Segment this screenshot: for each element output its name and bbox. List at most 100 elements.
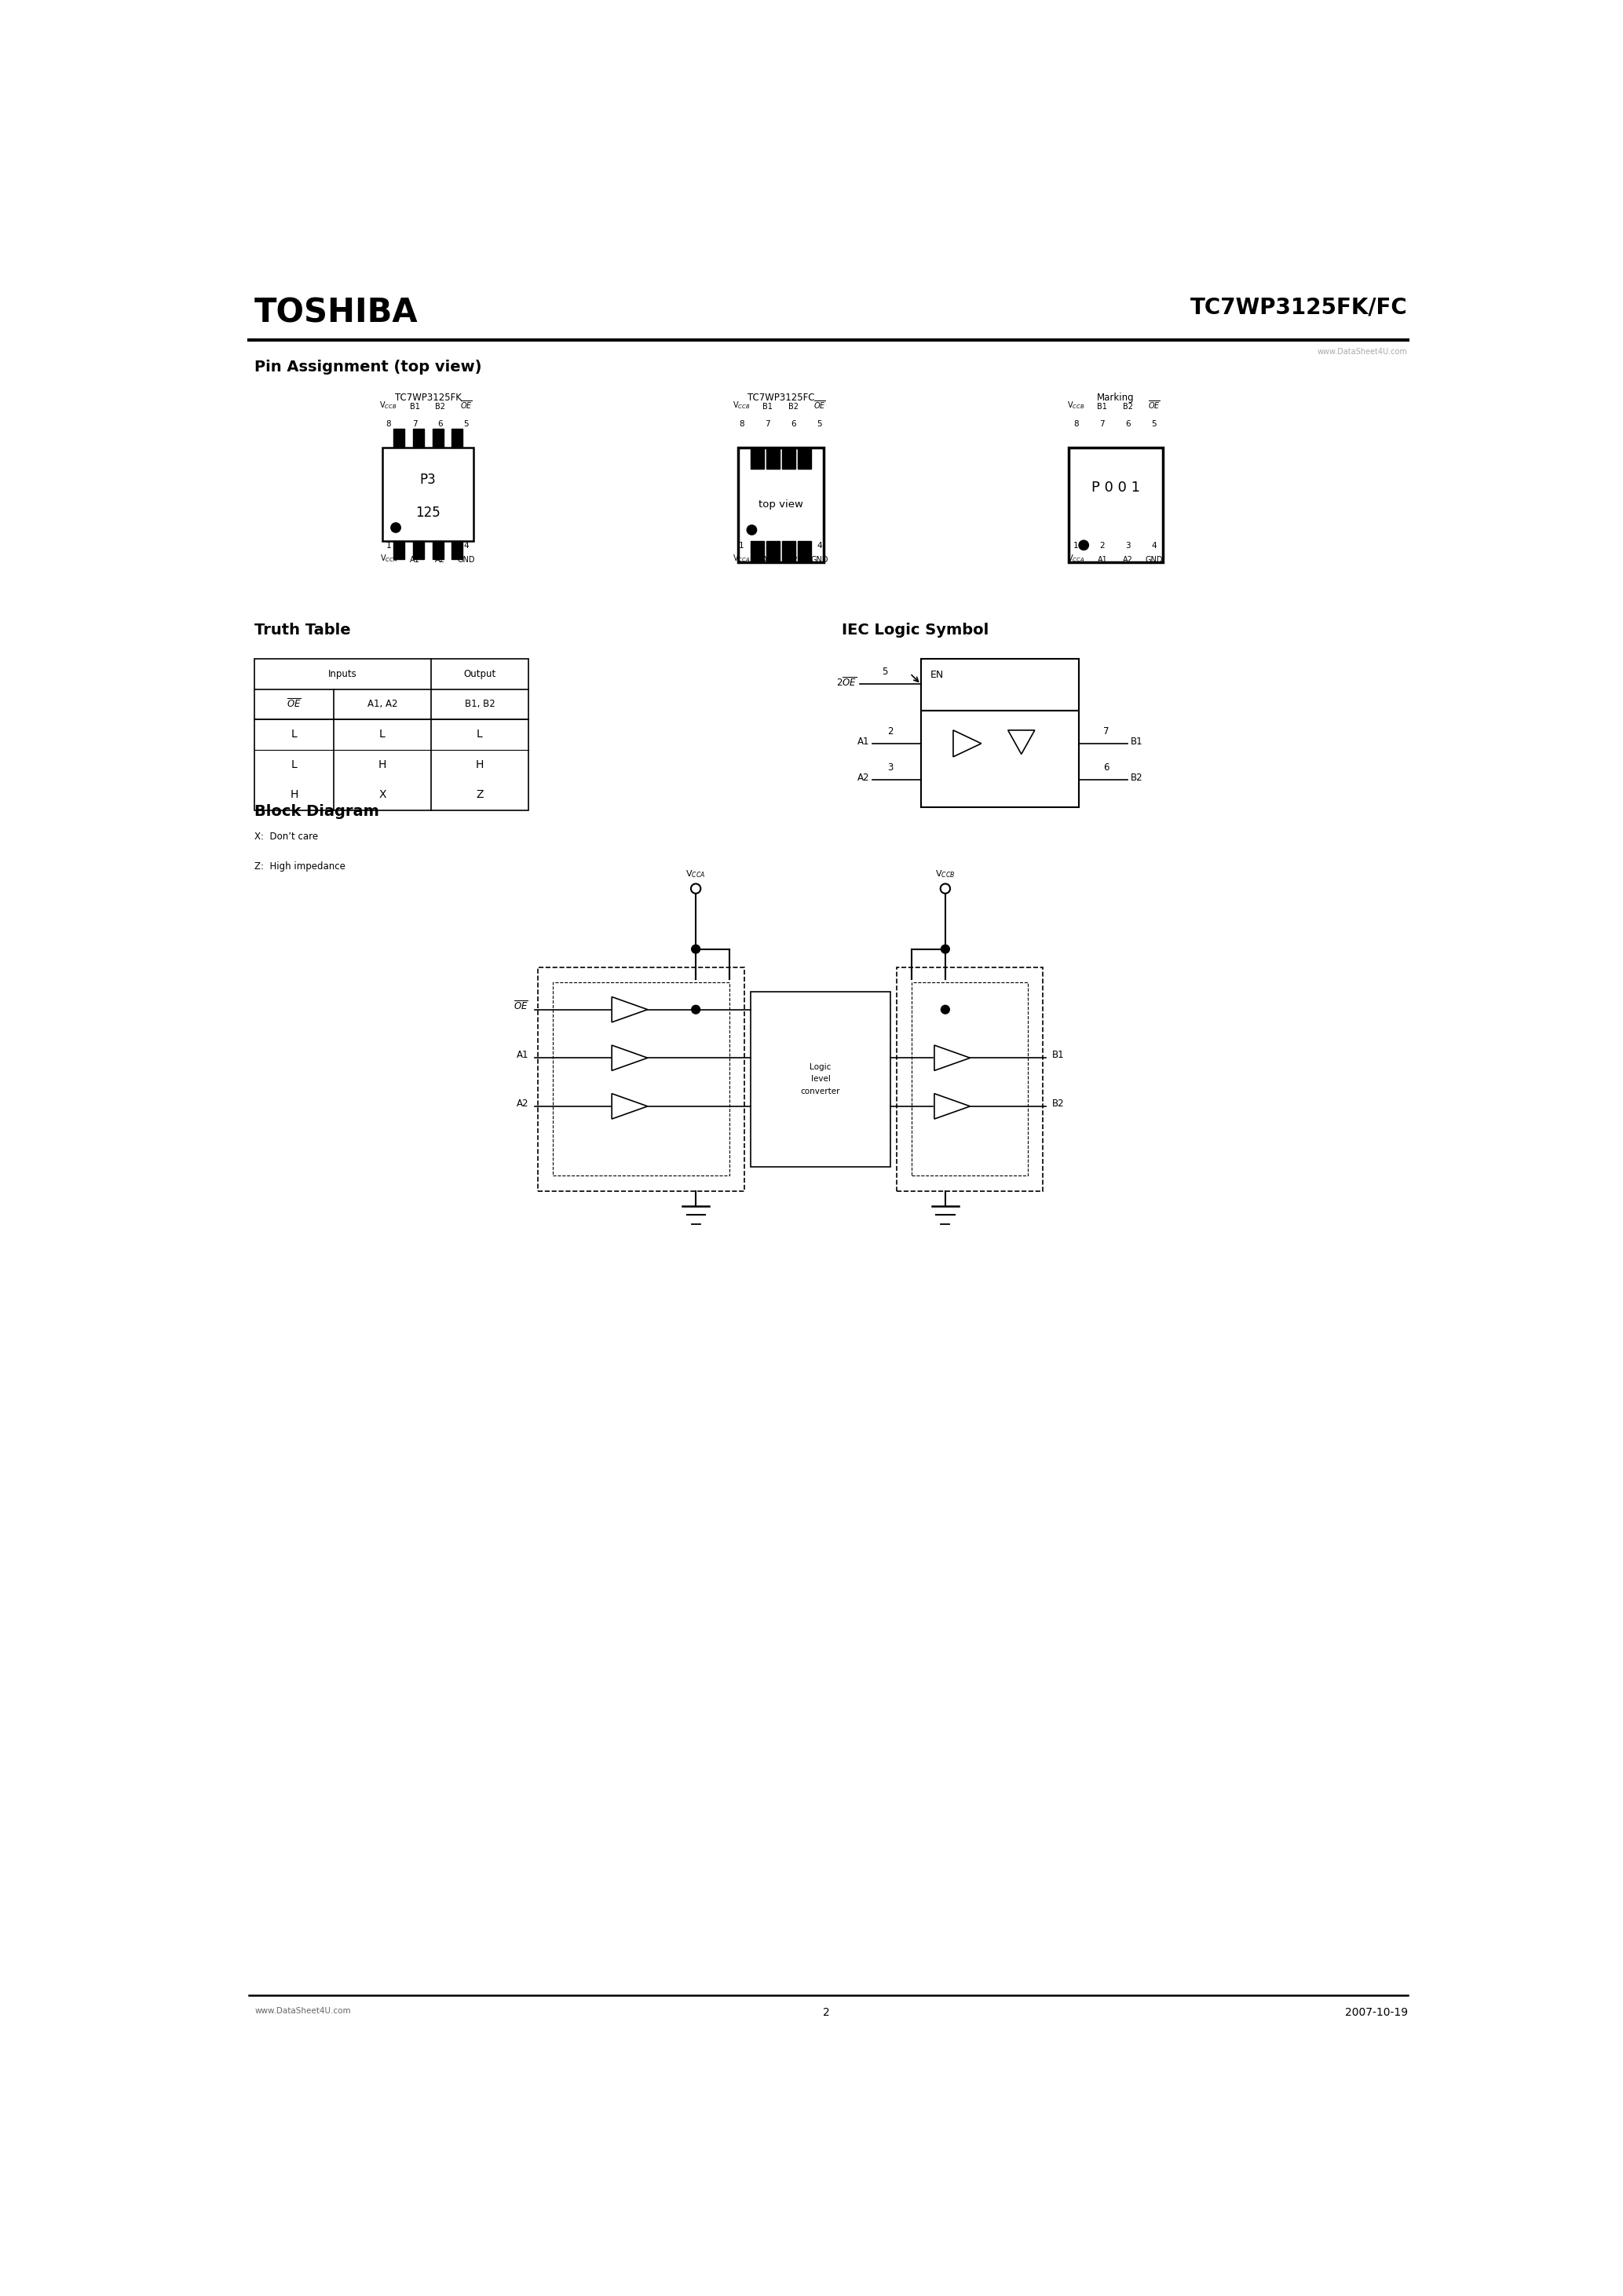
Text: 125: 125 [415,505,440,519]
Text: P 0 0 1: P 0 0 1 [1091,480,1139,494]
Circle shape [747,526,756,535]
Text: www.DataSheet4U.com: www.DataSheet4U.com [1318,347,1407,356]
Text: Marking: Marking [1097,393,1134,404]
Bar [766,542,779,563]
Bar [432,542,443,560]
Bar [1068,448,1162,563]
Text: TC7WP3125FK: TC7WP3125FK [394,393,461,404]
Text: 6: 6 [790,420,795,427]
Bar [750,448,764,468]
Circle shape [391,523,401,533]
Text: V$_{CCB}$: V$_{CCB}$ [732,400,750,411]
Text: 3: 3 [1125,542,1131,551]
Text: Output: Output [464,668,497,680]
Text: Logic: Logic [810,1063,831,1070]
Bar [537,967,745,1192]
Text: 6: 6 [1125,420,1131,427]
Text: A1: A1 [763,556,773,565]
Text: $\overline{OE}$: $\overline{OE}$ [514,1001,529,1013]
Text: 2007-10-19: 2007-10-19 [1345,2007,1407,2018]
Circle shape [941,946,949,953]
Text: H: H [476,760,484,769]
Bar [255,659,529,810]
Text: A1: A1 [1097,556,1107,565]
Bar [799,448,812,468]
Bar [412,429,424,448]
Text: 1: 1 [386,542,391,551]
Text: 7: 7 [1104,726,1110,737]
Text: B1: B1 [1052,1049,1065,1061]
Text: Z: Z [476,790,484,801]
Bar [750,542,764,563]
Text: V$_{CCA}$: V$_{CCA}$ [1068,553,1084,565]
Text: X:  Don’t care: X: Don’t care [255,831,318,840]
Text: top view: top view [758,501,803,510]
Text: V$_{CCB}$: V$_{CCB}$ [380,400,398,411]
Text: V$_{CCA}$: V$_{CCA}$ [380,553,398,565]
Text: 5: 5 [1151,420,1157,427]
Text: H: H [291,790,299,801]
Text: 4: 4 [1151,542,1157,551]
Bar [412,542,424,560]
Text: L: L [291,760,297,769]
Text: 1: 1 [1073,542,1079,551]
Bar [912,983,1027,1176]
Text: B1: B1 [763,404,773,411]
Bar [432,429,443,448]
Text: A2: A2 [857,774,870,783]
Text: 2: 2 [412,542,417,551]
Text: 5: 5 [816,420,821,427]
Bar [553,983,729,1176]
Text: B1: B1 [1097,404,1107,411]
Circle shape [691,946,700,953]
Text: A1: A1 [857,737,870,746]
Text: B2: B2 [1123,404,1133,411]
Text: Truth Table: Truth Table [255,622,351,638]
Text: 4: 4 [816,542,821,551]
Text: V$_{CCA}$: V$_{CCA}$ [687,868,706,879]
Text: Block Diagram: Block Diagram [255,804,380,820]
Text: $\overline{OE}$: $\overline{OE}$ [813,400,826,411]
Circle shape [1079,540,1089,551]
Text: 8: 8 [386,420,391,427]
Bar [451,542,463,560]
Bar [799,542,812,563]
Bar [383,448,474,542]
Text: 2: 2 [764,542,771,551]
Text: 2: 2 [1100,542,1105,551]
Text: 8: 8 [1073,420,1079,427]
Bar [766,448,779,468]
Bar [920,659,1079,709]
Text: level: level [812,1075,831,1084]
Text: A1: A1 [516,1049,529,1061]
Text: B1: B1 [409,404,420,411]
Circle shape [691,1006,700,1015]
Text: $\overline{OE}$: $\overline{OE}$ [1147,400,1160,411]
Text: V$_{CCB}$: V$_{CCB}$ [935,868,956,879]
Text: 7: 7 [1100,420,1105,427]
Text: X: X [378,790,386,801]
Text: TOSHIBA: TOSHIBA [255,296,419,328]
Text: A1: A1 [409,556,420,565]
Text: TC7WP3125FC: TC7WP3125FC [748,393,815,404]
Text: 8: 8 [738,420,743,427]
Text: 6: 6 [1104,762,1110,771]
Text: B1: B1 [1131,737,1143,746]
Text: P3: P3 [420,473,437,487]
Text: www.DataSheet4U.com: www.DataSheet4U.com [255,2007,351,2016]
Text: 1: 1 [738,542,743,551]
Bar [393,429,404,448]
Text: A2: A2 [789,556,799,565]
Text: 3: 3 [790,542,795,551]
Bar [782,448,795,468]
Text: A2: A2 [435,556,445,565]
Text: $\overline{OE}$: $\overline{OE}$ [461,400,472,411]
Text: B1, B2: B1, B2 [464,698,495,709]
Text: 3: 3 [438,542,443,551]
Text: 3: 3 [888,762,893,771]
Text: IEC Logic Symbol: IEC Logic Symbol [842,622,988,638]
Text: 2: 2 [823,2007,829,2018]
Text: GND: GND [1146,556,1162,565]
Bar [896,967,1042,1192]
Text: H: H [378,760,386,769]
